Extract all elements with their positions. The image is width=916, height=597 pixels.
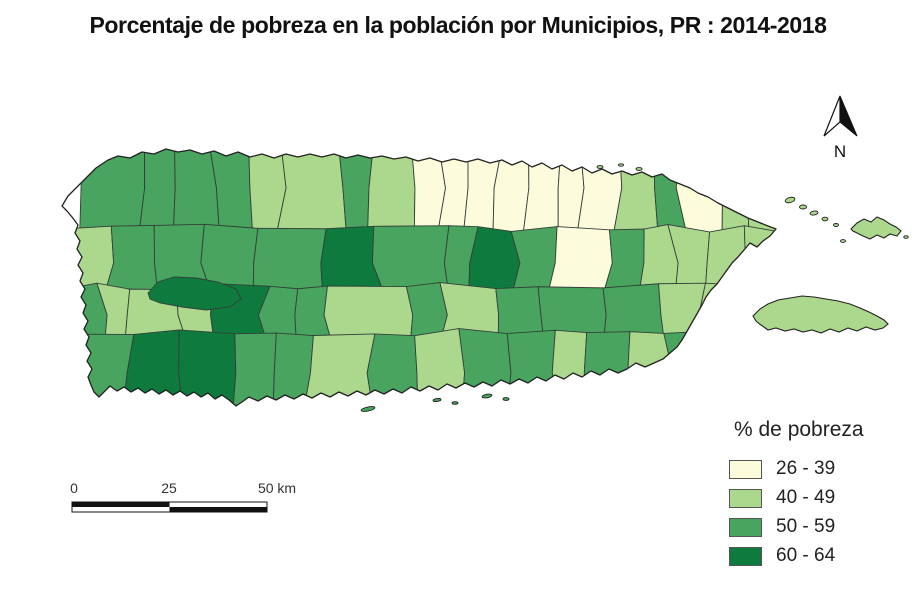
scale-bar-segment-black-1 <box>72 502 170 507</box>
municipality <box>62 226 80 300</box>
municipality <box>583 331 631 406</box>
scale-bar-outline <box>71 501 268 513</box>
legend-row-26-39: 26 - 39 <box>729 458 910 480</box>
municipality <box>663 330 722 406</box>
islet <box>618 163 624 167</box>
culebra-island <box>850 216 902 240</box>
legend-title: % de pobreza <box>734 418 864 441</box>
municipality <box>458 328 512 406</box>
scale-tick-0: 0 <box>70 480 78 496</box>
municipality <box>303 333 376 406</box>
north-arrow: N <box>823 95 858 161</box>
municipality <box>366 333 419 406</box>
map-title: Porcentaje de pobreza en la población po… <box>89 12 827 38</box>
legend-swatch-26-39 <box>729 459 762 479</box>
islet <box>432 397 442 403</box>
scale-bar-segment-black-2 <box>169 507 267 512</box>
municipality <box>743 225 776 301</box>
north-arrow-label: N <box>834 142 846 161</box>
legend-label-40-49: 40 - 49 <box>776 487 836 508</box>
main-island-coastline <box>61 148 777 407</box>
municipality <box>122 329 184 406</box>
islet <box>635 167 643 171</box>
islet <box>502 397 510 401</box>
maricao-dark-patch <box>147 276 242 311</box>
municipality <box>694 282 758 347</box>
municipality <box>468 226 521 296</box>
legend-swatch-40-49 <box>729 488 762 508</box>
municipality <box>492 149 530 241</box>
islet <box>451 401 459 405</box>
legend-label-26-39: 26 - 39 <box>776 458 836 479</box>
offshore-islands-layer <box>360 163 909 412</box>
legend: % de pobreza 26 - 39 40 - 49 50 - 59 60 … <box>700 418 910 574</box>
municipality <box>746 149 776 240</box>
islet <box>809 210 819 216</box>
islet <box>821 216 829 222</box>
islet <box>596 165 604 169</box>
legend-swatch-60-64 <box>729 546 762 566</box>
legend-row-40-49: 40 - 49 <box>729 487 910 509</box>
municipality <box>551 329 589 406</box>
scale-tick-50km: 50 km <box>258 480 296 496</box>
islet <box>799 204 807 210</box>
islet <box>903 235 909 239</box>
legend-swatch-50-59 <box>729 517 762 537</box>
vieques-island <box>752 295 889 334</box>
legend-row-50-59: 50 - 59 <box>729 516 910 538</box>
legend-label-60-64: 60 - 64 <box>776 545 836 566</box>
legend-row-60-64: 60 - 64 <box>729 545 910 567</box>
islet <box>784 196 796 204</box>
municipality <box>178 329 237 406</box>
islet <box>481 393 493 399</box>
islet <box>360 406 376 412</box>
scale-tick-25: 25 <box>161 480 177 496</box>
municipality <box>522 149 562 239</box>
municipality <box>721 149 753 241</box>
legend-label-50-59: 50 - 59 <box>776 516 836 537</box>
islet <box>840 239 846 243</box>
municipality <box>74 333 135 406</box>
municipality <box>272 332 314 406</box>
municipality <box>367 149 416 240</box>
north-arrow-left-half <box>823 95 841 137</box>
municipality <box>79 149 146 242</box>
north-arrow-right-half <box>839 95 858 137</box>
islet <box>833 223 839 227</box>
scale-bar: 0 25 50 km <box>70 480 296 513</box>
municipality-layer <box>62 149 776 406</box>
